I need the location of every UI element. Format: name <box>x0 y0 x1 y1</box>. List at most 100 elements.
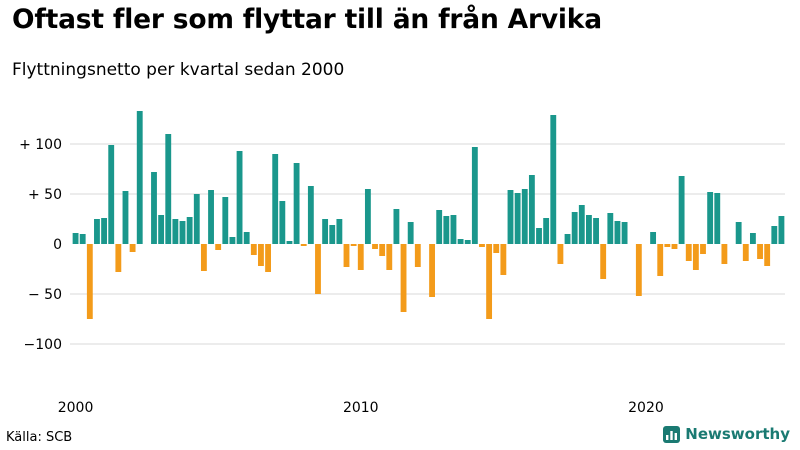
y-tick-label: 0 <box>53 237 62 253</box>
bar <box>329 225 336 244</box>
bar <box>586 215 592 244</box>
bar <box>692 244 699 270</box>
bar <box>700 244 706 254</box>
bar <box>215 244 222 250</box>
bar <box>136 111 143 244</box>
bar <box>179 221 186 244</box>
bar <box>193 194 200 244</box>
bar <box>521 189 528 244</box>
bar <box>721 244 728 264</box>
bar <box>593 218 599 244</box>
bar <box>764 244 771 266</box>
bar <box>600 244 607 279</box>
bar <box>243 232 250 244</box>
bar <box>336 219 343 244</box>
bar <box>707 192 714 244</box>
bar <box>479 244 485 247</box>
bar <box>657 244 664 276</box>
bar <box>186 217 193 244</box>
bar <box>158 215 165 244</box>
bar <box>507 190 514 244</box>
bar <box>528 175 535 244</box>
bar <box>165 134 172 244</box>
bar <box>464 240 471 244</box>
bar <box>86 244 93 319</box>
bar <box>372 244 378 249</box>
bar <box>557 244 564 264</box>
y-tick-label: − 50 <box>28 287 62 303</box>
brand-name: Newsworthy <box>685 425 790 443</box>
x-tick-label: 2010 <box>343 400 379 416</box>
bar <box>200 244 207 271</box>
bar <box>258 244 264 266</box>
bar <box>471 147 478 244</box>
bar <box>293 163 300 244</box>
bar <box>222 197 229 244</box>
bar <box>536 228 542 244</box>
bar <box>101 218 108 244</box>
source-note: Källa: SCB <box>6 430 73 445</box>
bar <box>564 234 571 244</box>
bar <box>72 233 79 244</box>
bar <box>322 219 329 244</box>
bar <box>571 212 578 244</box>
bar <box>436 210 443 244</box>
bar <box>272 154 279 244</box>
bar <box>286 241 293 244</box>
bar <box>343 244 350 267</box>
bar <box>122 191 129 244</box>
bar <box>115 244 122 272</box>
bar <box>671 244 678 249</box>
bar <box>757 244 763 259</box>
bar <box>279 201 286 244</box>
bar <box>678 176 685 244</box>
bar <box>307 186 314 244</box>
y-tick-label: + 50 <box>28 187 62 203</box>
bar <box>315 244 321 294</box>
bar <box>350 244 357 246</box>
bar <box>550 115 557 244</box>
bar <box>614 221 621 244</box>
bar <box>578 205 585 244</box>
bar <box>79 234 86 244</box>
bar <box>650 232 657 244</box>
bar <box>514 193 521 244</box>
bar <box>635 244 642 296</box>
bar <box>364 189 371 244</box>
brand-logo[interactable]: Newsworthy <box>663 425 790 443</box>
bar <box>172 219 179 244</box>
bar <box>265 244 271 272</box>
bar <box>429 244 435 297</box>
x-tick-label: 2000 <box>58 400 94 416</box>
bar <box>400 244 407 312</box>
bar <box>493 244 500 253</box>
y-tick-label: −100 <box>24 337 62 353</box>
bar <box>208 190 214 244</box>
newsworthy-logo-icon <box>663 425 681 443</box>
bar <box>236 151 243 244</box>
bar <box>300 244 307 246</box>
bar <box>500 244 507 275</box>
bar <box>151 172 157 244</box>
bar <box>486 244 493 319</box>
bar <box>543 218 550 244</box>
bar <box>714 193 721 244</box>
chart-title: Oftast fler som flyttar till än från Arv… <box>12 4 602 35</box>
bar <box>742 244 749 261</box>
bar <box>771 226 778 244</box>
bar <box>450 215 457 244</box>
bar <box>443 216 450 244</box>
bar-chart: + 100 + 50 0 − 50 −100 2000 2010 2020 <box>19 111 785 416</box>
bar <box>357 244 364 270</box>
x-tick-label: 2020 <box>628 400 664 416</box>
bar <box>664 244 671 247</box>
bar <box>393 209 400 244</box>
bar <box>685 244 692 261</box>
bar <box>407 222 414 244</box>
bar <box>94 219 100 244</box>
bar <box>621 222 628 244</box>
bar <box>607 213 614 244</box>
bar <box>229 237 236 244</box>
bar <box>414 244 421 267</box>
bar <box>749 233 756 244</box>
